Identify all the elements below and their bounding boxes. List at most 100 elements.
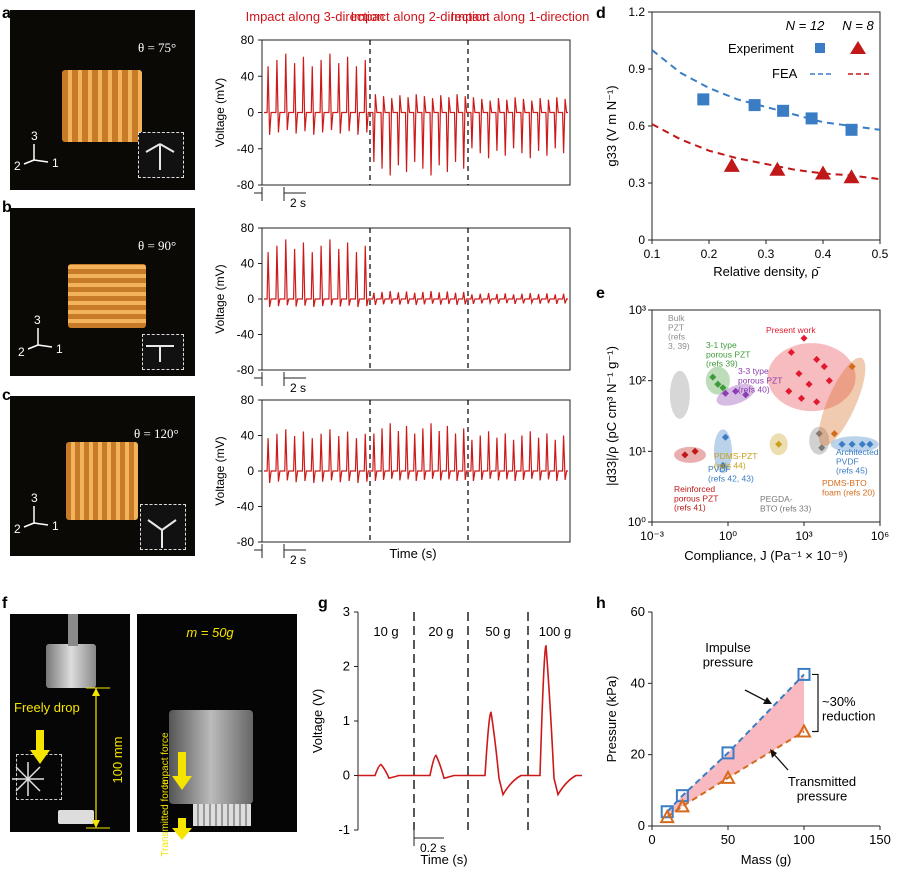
voltage-trace-panel: 80 40 0 -40 -80 Voltage (mV) 2 s xyxy=(213,33,571,210)
y-tick-label: 3 xyxy=(343,604,350,619)
y-tick-label: 0 xyxy=(343,768,350,783)
y-tick-label: -40 xyxy=(237,328,255,342)
data-point xyxy=(838,440,846,448)
data-point-triangle xyxy=(796,723,812,738)
legend-fea: FEA xyxy=(772,66,798,81)
data-point xyxy=(732,387,740,395)
group-ellipse xyxy=(713,429,732,474)
data-group xyxy=(669,370,690,419)
series-line xyxy=(666,673,805,813)
data-point xyxy=(813,355,821,364)
legend-experiment: Experiment xyxy=(728,41,794,56)
data-point-triangle xyxy=(674,798,691,813)
y-tick-label: 60 xyxy=(631,604,645,619)
data-point-square xyxy=(660,805,674,819)
lattice-inset xyxy=(138,132,184,178)
x-axis-label: Time (s) xyxy=(420,852,467,867)
legend-n12: N = 12 xyxy=(786,18,825,33)
traces-x-axis-label: Time (s) xyxy=(389,546,436,561)
y-tick-label: 10² xyxy=(629,374,646,388)
data-point xyxy=(691,447,699,455)
y-axis-label: Voltage (mV) xyxy=(213,78,227,147)
data-point-square xyxy=(845,123,858,136)
data-point-square xyxy=(721,746,735,760)
x-tick-label: 0.4 xyxy=(815,247,832,261)
y-tick-label: 1 xyxy=(343,713,350,728)
group-label: PVDF (refs 42, 43) xyxy=(708,464,754,483)
plot-frame xyxy=(651,309,881,523)
x-tick-label: 0.3 xyxy=(758,247,775,261)
data-point xyxy=(858,440,866,448)
data-point-triangle xyxy=(723,157,740,172)
data-point xyxy=(813,398,821,406)
data-point xyxy=(681,451,689,459)
y-tick-label: -80 xyxy=(237,363,255,377)
y-tick-label: 2 xyxy=(343,659,350,674)
theta-label: θ = 120° xyxy=(134,426,179,441)
data-point xyxy=(719,461,727,470)
x-tick-label: 10⁻³ xyxy=(640,529,664,543)
data-point xyxy=(721,433,730,441)
voltage-trace-panel: 80 40 0 -40 -80 Voltage (mV) 2 s xyxy=(213,393,571,567)
y-tick-label: 80 xyxy=(241,33,255,47)
data-point xyxy=(800,334,808,342)
sample-photo-b: θ = 90° xyxy=(10,208,195,376)
scale-bar-label: 2 s xyxy=(290,553,306,567)
segment-title-1dir: Impact along 1-direction xyxy=(451,9,590,24)
group-label: Architected PVDF (refs 45) xyxy=(836,447,879,476)
data-point xyxy=(795,370,803,378)
legend-triangle-marker xyxy=(850,41,866,54)
data-point-square xyxy=(697,93,710,106)
y-tick-label: -40 xyxy=(237,142,255,156)
scale-bar-label: 0.2 s xyxy=(420,841,446,855)
data-point xyxy=(830,430,838,438)
data-point xyxy=(848,362,856,371)
x-tick-label: 10³ xyxy=(795,529,812,543)
x-tick-label: 150 xyxy=(869,832,891,847)
x-tick-label: 10⁶ xyxy=(871,529,889,543)
group-label: PEGDA-BTO (refs 33) xyxy=(760,494,811,513)
series-label-transmitted: Transmitted pressure xyxy=(788,774,856,803)
data-point-triangle xyxy=(720,769,736,784)
data-point-triangle xyxy=(843,169,860,184)
reduction-bracket xyxy=(812,673,819,733)
data-group xyxy=(769,433,788,456)
y-tick-label: 40 xyxy=(241,257,255,271)
group-label: Bulk PZT (refs 3, 39) xyxy=(668,313,690,351)
y-tick-label: 0 xyxy=(247,464,254,478)
y-tick-label: 80 xyxy=(241,393,255,407)
fea-curve xyxy=(651,123,881,181)
segment-titles: Impact along 3-direction Impact along 2-… xyxy=(246,9,590,24)
data-group xyxy=(818,357,866,447)
sample-photo-a: θ = 75° xyxy=(10,10,195,190)
data-point xyxy=(805,380,813,388)
x-tick-label: 0.2 xyxy=(701,247,718,261)
reduction-annotation: ~30% reduction xyxy=(822,694,875,723)
theta-label: θ = 90° xyxy=(138,238,177,253)
data-point-square xyxy=(805,112,818,125)
group-label: Reinforced porous PZT (refs 41) xyxy=(674,484,718,513)
theta-label: θ = 75° xyxy=(138,40,177,55)
x-axis-label: Mass (g) xyxy=(741,852,792,867)
x-tick-label: 100 xyxy=(793,832,815,847)
data-point xyxy=(797,394,806,402)
data-point xyxy=(787,348,795,356)
data-point xyxy=(714,380,722,388)
data-point xyxy=(866,440,874,448)
data-group xyxy=(674,446,706,463)
series-line xyxy=(666,730,805,818)
x-axis-label: Relative density, ρ̄ xyxy=(713,264,820,279)
y-tick-label: 10⁰ xyxy=(628,515,646,529)
data-point xyxy=(721,389,730,397)
series-label-impulse: Impulse pressure xyxy=(703,640,754,669)
data-point-square xyxy=(748,99,761,112)
data-point xyxy=(709,373,717,381)
group-ellipse xyxy=(669,370,690,419)
y-axis-label: g33 (V m N⁻¹) xyxy=(604,85,619,166)
y-tick-label: 0.9 xyxy=(628,62,645,76)
x-tick-label: 0 xyxy=(648,832,655,847)
segment-mass-label: 100 g xyxy=(539,624,572,639)
